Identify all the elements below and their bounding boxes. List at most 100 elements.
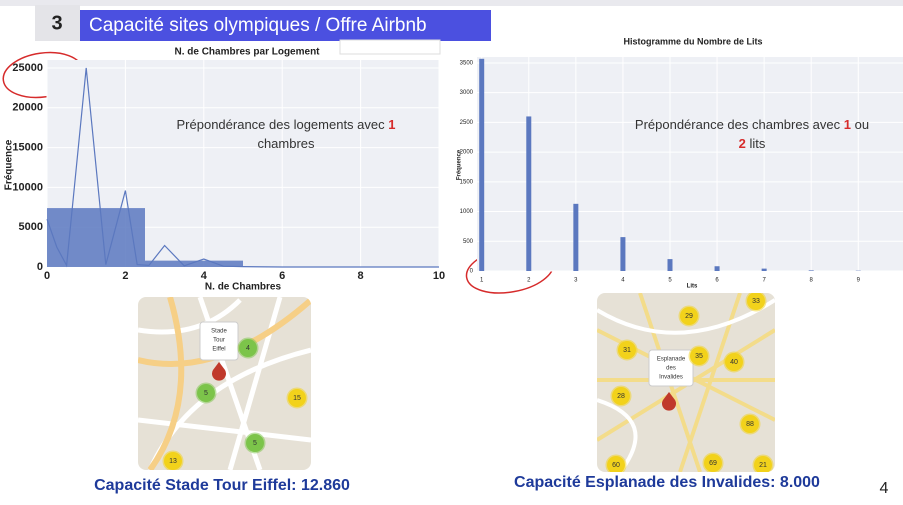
x-tick-label: 1 (480, 278, 484, 284)
map-cluster-label: 60 (612, 462, 620, 469)
map-caption: Capacité Stade Tour Eiffel: 12.860 (94, 477, 350, 494)
bar (526, 116, 532, 271)
map-cluster-label: 5 (204, 390, 208, 397)
annotation-highlight: 1 (388, 117, 395, 132)
map-cluster (244, 432, 266, 454)
x-axis-label: Lits (687, 284, 698, 290)
map-cluster (605, 454, 627, 472)
toolbar (339, 39, 441, 55)
histogram-bar (145, 260, 243, 267)
map-cluster (752, 454, 774, 472)
y-tick-label: 10000 (12, 181, 43, 193)
bar (620, 237, 626, 271)
map-cluster-label: 21 (759, 462, 767, 469)
annotation: Prépondérance des logements avec 1 (177, 117, 396, 132)
y-tick-label: 0 (470, 269, 474, 275)
x-tick-label: 4 (621, 278, 625, 284)
map-cluster-label: 13 (169, 458, 177, 465)
x-tick-label: 6 (715, 278, 719, 284)
map-cluster (688, 345, 710, 367)
map-cluster-label: 15 (293, 395, 301, 402)
section-number: 3 (51, 12, 62, 34)
map-cluster-label: 35 (695, 353, 703, 360)
map-cluster (739, 413, 761, 435)
bar (714, 266, 720, 271)
map-cluster (723, 351, 745, 373)
map-cluster-label: 5 (253, 440, 257, 447)
annotation-highlight: 1 (844, 117, 851, 132)
map-cluster (610, 385, 632, 407)
annotation-text: Prépondérance des chambres avec (635, 117, 841, 132)
bar (479, 58, 485, 272)
map-caption: Capacité Esplanade des Invalides: 8.000 (514, 474, 820, 491)
map-cluster-label: 40 (730, 359, 738, 366)
annotation-text: ou (855, 117, 869, 132)
x-tick-label: 0 (44, 270, 50, 282)
x-tick-label: 6 (279, 270, 285, 282)
x-tick-label: 10 (433, 270, 445, 282)
y-tick-label: 500 (463, 239, 474, 245)
map-marker (212, 362, 227, 381)
map-popup (648, 349, 694, 387)
x-tick-label: 7 (762, 278, 766, 284)
section-box (35, 5, 80, 41)
annotation-text: lits (749, 136, 765, 151)
y-tick-label: 1000 (460, 209, 474, 215)
x-tick-label: 9 (857, 278, 861, 284)
bar (808, 270, 814, 271)
bar (761, 268, 767, 271)
map-road (597, 298, 775, 472)
y-tick-label: 3500 (460, 61, 474, 67)
chart-title: N. de Chambres par Logement (174, 47, 320, 58)
chart: Histogramme du Nombre de Lits 0 500 1000 150… (457, 36, 903, 290)
x-tick-label: 8 (358, 270, 364, 282)
annotation: chambres (257, 136, 315, 151)
y-tick-label: 15000 (12, 141, 43, 153)
map-cluster (745, 293, 767, 312)
annotation-highlight: 2 (739, 136, 746, 151)
map-popup-text: Stade (211, 329, 227, 335)
x-axis-label: N. de Chambres (205, 282, 282, 293)
top-band (0, 0, 903, 6)
map-cluster-label: 69 (709, 460, 717, 467)
map-cluster-label: 28 (617, 393, 625, 400)
map-popup-text: Invalides (659, 375, 683, 381)
annotation: Prépondérance des chambres avec 1 ou (635, 117, 869, 132)
slide-title: Capacité sites olympiques / Offre Airbnb (89, 15, 427, 36)
map-popup (199, 321, 239, 361)
y-tick-label: 5000 (19, 221, 43, 233)
histogram-bar (47, 208, 145, 267)
annotation: 2 lits (739, 136, 766, 151)
density-line (46, 67, 439, 268)
annotation-text: Prépondérance des logements avec (177, 117, 386, 132)
map-cluster (616, 339, 638, 361)
y-tick-label: 2000 (460, 150, 474, 156)
x-tick-label: 4 (201, 270, 208, 282)
chart-title: Histogramme du Nombre de Lits (623, 36, 762, 46)
map-popup-text: Tour (213, 338, 225, 344)
map-marker (661, 392, 677, 411)
map-cluster (195, 382, 217, 404)
y-tick-label: 3000 (460, 90, 474, 96)
x-tick-label: 8 (810, 278, 814, 284)
map-cluster (286, 387, 308, 409)
annotation-text: chambres (257, 136, 315, 151)
map-popup-text: des (666, 366, 676, 372)
y-tick-label: 20000 (12, 102, 43, 114)
title-box (80, 10, 491, 41)
y-axis-label: Fréquence (457, 149, 463, 180)
bar (573, 203, 579, 271)
map-cluster (678, 305, 700, 327)
x-tick-label: 5 (668, 278, 672, 284)
map-popup-text: Esplanade (657, 357, 686, 363)
plot-area (477, 57, 903, 271)
map-cluster-label: 31 (623, 347, 631, 354)
map: Esplanade des Invalides 29 33 31 35 40 28 88 60 69 2… (597, 293, 775, 472)
map-cluster-label: 33 (752, 298, 760, 305)
map-popup-text: Eiffel (212, 347, 225, 353)
map: Stade Tour Eiffel 4 5 15 13 5 (138, 297, 311, 470)
map-cluster (702, 452, 724, 472)
x-tick-label: 3 (574, 278, 578, 284)
y-axis-label: Fréquence (4, 139, 15, 190)
